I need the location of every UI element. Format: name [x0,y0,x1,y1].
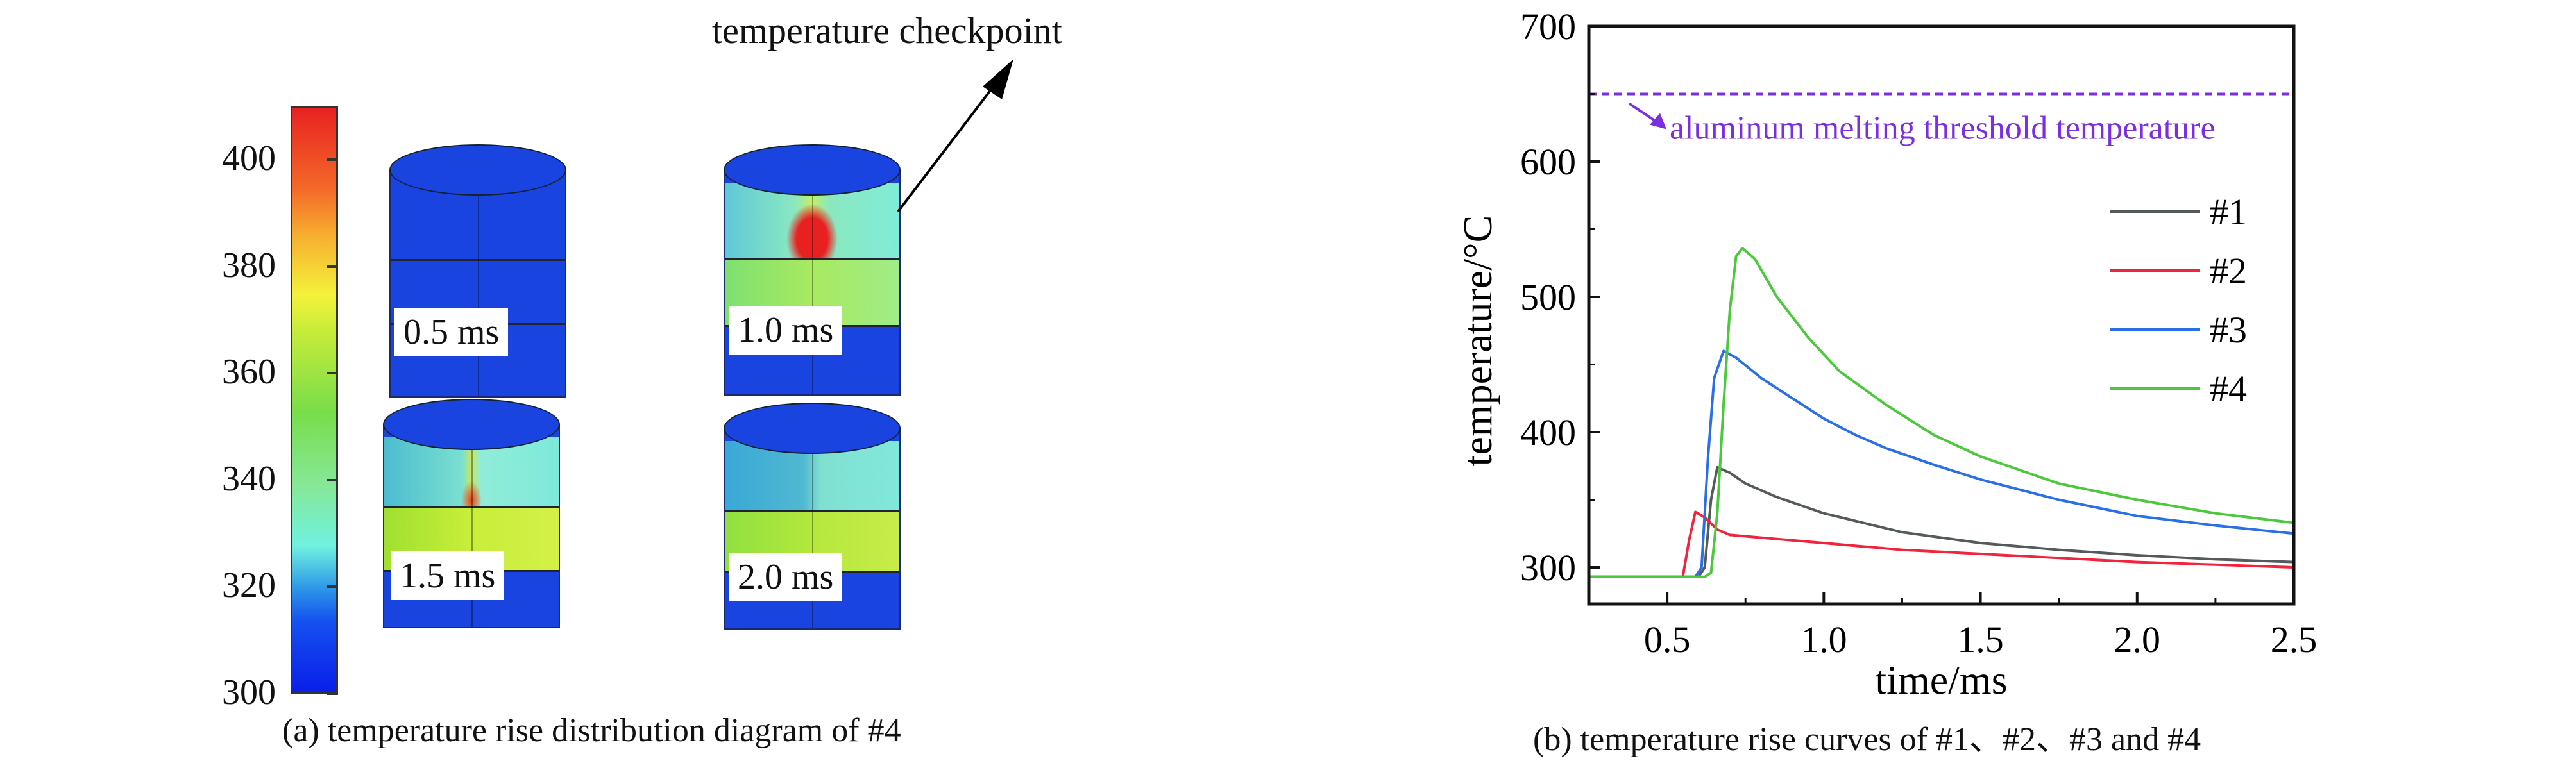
colorbar-tick-mark [327,478,338,481]
y-axis-label: temperature/°C [1455,215,1500,467]
colorbar-tick-mark [327,158,338,162]
snapshot-1-0ms: 1.0 ms [724,144,901,396]
snapshot-1-5ms: 1.5 ms [383,399,560,628]
x-axis-label: time/ms [1875,657,2007,703]
colorbar-tick-mark [327,692,338,695]
caption-a: (a) temperature rise distribution diagra… [282,712,901,749]
series-line-2 [1589,510,2294,578]
x-tick-label: 0.5 [1644,619,1691,660]
legend-label-3: #3 [2210,309,2247,351]
colorbar-tick-mark [327,372,338,375]
y-tick-label: 400 [1520,412,1576,453]
colorbar-tick-label: 300 [222,673,276,712]
plot-frame [1587,24,2296,606]
y-tick-label: 500 [1520,276,1576,318]
snapshot-label: 1.5 ms [391,551,505,600]
colorbar-tick-label: 320 [222,565,276,606]
x-tick-label: 1.5 [1957,619,2004,660]
series-line-1 [1589,465,2294,578]
threshold-label: aluminum melting threshold temperature [1670,110,2216,147]
colorbar-tick-label: 400 [222,138,276,179]
checkpoint-arrow [897,59,1013,213]
caption-b: (b) temperature rise curves of #1、#2、#3 … [1533,721,2201,758]
colorbar-tick-mark [327,585,338,589]
y-tick-label: 700 [1520,6,1576,47]
threshold-arrow [1628,102,1659,124]
colorbar-tick-label: 360 [222,352,276,392]
threshold-arrowhead [1650,113,1666,130]
y-tick-label: 600 [1520,141,1576,183]
colorbar-tick-label: 380 [222,245,276,285]
x-tick-label: 1.0 [1801,619,1847,660]
snapshot-2-0ms: 2.0 ms [724,403,901,630]
x-tick-label: 2.5 [2271,619,2318,660]
snapshot-label: 0.5 ms [394,308,509,356]
checkpoint-annotation: temperature checkpoint [712,10,1062,51]
snapshot-label: 2.0 ms [729,553,843,601]
series-line-4 [1589,247,2294,578]
colorbar-tick-label: 340 [222,458,276,499]
snapshot-0-5ms: 0.5 ms [389,144,566,398]
legend-label-4: #4 [2210,368,2247,410]
series-line-3 [1589,349,2294,578]
colorbar [291,106,338,694]
snapshot-label: 1.0 ms [729,306,843,355]
legend-label-1: #1 [2210,191,2247,233]
colorbar-tick-mark [327,265,338,268]
x-tick-label: 2.0 [2114,619,2161,660]
legend-label-2: #2 [2210,250,2247,292]
y-tick-label: 300 [1520,547,1576,589]
